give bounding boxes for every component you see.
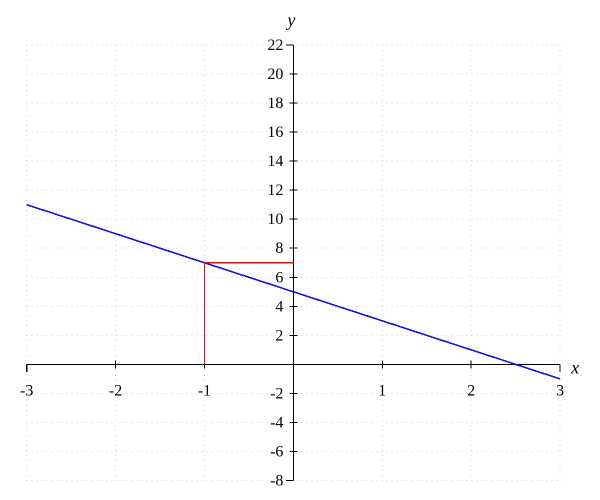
svg-text:14: 14 (267, 153, 283, 170)
svg-text:4: 4 (275, 298, 283, 315)
svg-text:-2: -2 (270, 385, 283, 402)
svg-text:12: 12 (267, 182, 283, 199)
svg-text:22: 22 (267, 37, 283, 54)
svg-text:2: 2 (467, 382, 475, 399)
svg-text:6: 6 (275, 269, 283, 286)
svg-text:-3: -3 (20, 382, 33, 399)
svg-text:18: 18 (267, 95, 283, 112)
svg-text:20: 20 (267, 66, 283, 83)
svg-text:-1: -1 (198, 382, 211, 399)
svg-text:16: 16 (267, 124, 283, 141)
svg-text:y: y (285, 10, 295, 30)
svg-text:-8: -8 (270, 473, 283, 490)
svg-text:-6: -6 (270, 444, 283, 461)
svg-text:-2: -2 (109, 382, 122, 399)
svg-text:-4: -4 (270, 414, 283, 431)
svg-text:1: 1 (378, 382, 386, 399)
svg-text:8: 8 (275, 240, 283, 257)
svg-text:2: 2 (275, 327, 283, 344)
svg-text:x: x (570, 357, 579, 377)
svg-text:10: 10 (267, 211, 283, 228)
svg-text:3: 3 (556, 382, 564, 399)
